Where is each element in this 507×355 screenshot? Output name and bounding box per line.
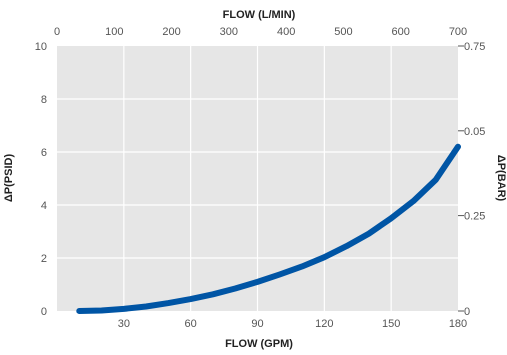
x-tick-label-top: 0	[54, 26, 60, 38]
x-tick-label-top: 400	[277, 26, 295, 38]
y-tick-label-right: 0.25	[464, 211, 485, 223]
x-tick-label-bottom: 60	[185, 318, 197, 330]
x-tick-label-bottom: 180	[449, 318, 467, 330]
series-group	[76, 143, 461, 314]
y-tick-label-left: 6	[41, 147, 47, 159]
x-tick-label-bottom: 30	[118, 318, 130, 330]
x-axis-title-top: FLOW (L/MIN)	[223, 9, 296, 21]
right-y-ticks: 0 0.25 0.05 0.75	[458, 41, 485, 318]
series-line	[76, 143, 461, 314]
y-tick-label-right: 0.75	[464, 41, 485, 53]
x-tick-label-top: 200	[162, 26, 180, 38]
x-tick-label-bottom: 150	[382, 318, 400, 330]
y-axis-title-right: ΔP(BAR)	[495, 155, 507, 202]
bottom-x-ticks: 30 60 90 120 150 180	[118, 318, 467, 330]
x-tick-label-top: 300	[220, 26, 238, 38]
x-axis-title-bottom: FLOW (GPM)	[225, 338, 293, 350]
x-tick-label-top: 700	[449, 26, 467, 38]
y-tick-label-left: 8	[41, 94, 47, 106]
left-y-ticks: 0 2 4 6 8 10	[35, 41, 47, 318]
x-tick-label-bottom: 120	[315, 318, 333, 330]
y-tick-label-left: 10	[35, 41, 47, 53]
grid-lines	[57, 46, 458, 311]
y-axis-title-left: ΔP(PSID)	[3, 154, 15, 203]
y-tick-label-left: 2	[41, 253, 47, 265]
y-tick-label-left: 4	[41, 200, 47, 212]
x-tick-label-bottom: 90	[251, 318, 263, 330]
y-tick-label-right: 0.05	[464, 126, 485, 138]
top-x-ticks: 0 100 200 300 400 500 600 700	[54, 26, 467, 38]
x-tick-label-top: 500	[334, 26, 352, 38]
y-tick-label-right: 0	[464, 306, 470, 318]
x-tick-label-top: 600	[392, 26, 410, 38]
y-tick-label-left: 0	[41, 306, 47, 318]
x-tick-label-top: 100	[105, 26, 123, 38]
